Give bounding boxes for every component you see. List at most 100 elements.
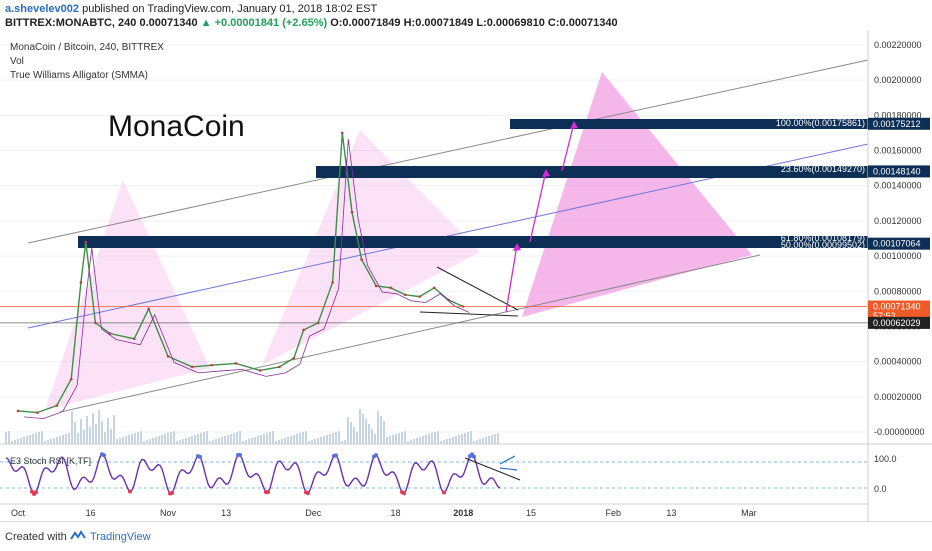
arrow-head <box>570 121 578 129</box>
volume-bar <box>296 434 298 444</box>
volume-bar <box>167 433 169 444</box>
volume-bar <box>152 438 154 444</box>
volume-bar <box>101 421 103 444</box>
volume-bar <box>431 433 433 444</box>
legend-line: True Williams Alligator (SMMA) <box>10 70 148 81</box>
y-tick-label: 0.00220000 <box>874 40 922 50</box>
volume-bar <box>479 439 481 444</box>
projection-arrows <box>505 121 578 313</box>
volume-bar <box>71 411 73 444</box>
volume-bar <box>404 431 406 444</box>
price-tag <box>868 316 930 329</box>
volume-bar <box>407 441 409 444</box>
price-tag <box>868 237 930 250</box>
watermark-text: MonaCoin <box>108 110 245 143</box>
price-tag-label: 0.00062029 <box>873 318 921 328</box>
ohlc-values: O:0.00071849 H:0.00071849 L:0.00069810 C… <box>330 17 618 29</box>
volume-bar <box>143 441 145 444</box>
volume-bar <box>266 433 268 444</box>
volume-bar <box>107 418 109 444</box>
fib-label: 61.80%(0.00108179) <box>781 233 865 243</box>
volume-bar <box>254 437 256 444</box>
volume-bar <box>305 431 307 444</box>
author-link[interactable]: a.shevelev002 <box>5 3 80 15</box>
volume-bar <box>476 440 478 444</box>
volume-bar <box>311 440 313 444</box>
volume-bar <box>329 434 331 444</box>
volume-bar <box>470 431 472 444</box>
volume-bar <box>494 434 496 444</box>
price-point <box>340 131 344 135</box>
volume-bar <box>221 437 223 444</box>
projection-arrow <box>561 122 575 172</box>
volume-bar <box>197 434 199 444</box>
volume-bar <box>245 440 247 444</box>
volume-bar <box>59 436 61 444</box>
volume-bar <box>368 424 370 444</box>
volume-bar <box>287 437 289 444</box>
stoch-high-dot <box>102 453 106 458</box>
price-point <box>350 210 354 214</box>
price-point <box>302 328 305 332</box>
volume-bar <box>227 435 229 444</box>
publish-text: published on TradingView.com, January 01… <box>82 3 378 15</box>
x-tick-label: 2018 <box>453 508 473 518</box>
volume-bar <box>383 421 385 444</box>
volume-bar <box>389 436 391 444</box>
x-tick-label: 13 <box>221 508 231 518</box>
channel-upper-line <box>27 59 869 244</box>
volume-bar <box>209 441 211 444</box>
volume-bar <box>65 434 67 444</box>
volume-bar <box>56 437 58 444</box>
price-point <box>432 286 436 290</box>
volume-bar <box>464 433 466 444</box>
volume-bar <box>173 431 175 444</box>
price-point <box>147 307 150 311</box>
volume-bar <box>239 431 241 444</box>
volume-bar <box>11 441 13 444</box>
price-point <box>403 293 407 297</box>
volume-bar <box>20 438 22 444</box>
price-point <box>278 365 281 369</box>
volume-bar <box>128 435 130 444</box>
price-tag <box>868 165 930 178</box>
y-tick-label: 0.00160000 <box>874 146 922 156</box>
price-tag <box>868 117 930 130</box>
price-point <box>166 355 170 358</box>
stoch-low-dot <box>128 489 132 494</box>
price-point <box>79 281 83 284</box>
volume-bar <box>92 413 94 444</box>
volume-bar <box>218 438 220 444</box>
price-point <box>210 363 213 367</box>
volume-bar <box>347 417 349 444</box>
channel-lower-line <box>59 254 761 413</box>
volume-bar <box>440 441 442 444</box>
stoch-k-line <box>5 453 501 496</box>
volume-bar <box>236 432 238 444</box>
price-axis: 0.00220000 0.00200000 0.00180000 0.00160000… <box>867 30 930 521</box>
volume-bar <box>362 414 364 444</box>
volume-bar <box>413 439 415 444</box>
volume-bar <box>380 416 382 444</box>
volume-bar <box>467 432 469 444</box>
price-point <box>389 286 392 290</box>
volume-bar <box>293 435 295 444</box>
created-with-label: Created with <box>5 531 67 543</box>
tradingview-brand[interactable]: TradingView <box>90 531 151 543</box>
x-tick-label: 15 <box>526 508 536 518</box>
volume-bar <box>482 438 484 444</box>
alligator-line <box>23 138 470 420</box>
volume-bar <box>419 437 421 444</box>
volume-bar <box>233 433 235 444</box>
volume-bar <box>308 441 310 444</box>
price-point <box>190 365 194 369</box>
volume-bar <box>113 415 115 444</box>
volume-bar <box>395 434 397 444</box>
volume-bar <box>341 441 343 444</box>
price-chart[interactable]: 100.00%(0.00175861) 23.60%(0.00149270) 61.… <box>0 30 932 521</box>
y-tick-label: 0.00140000 <box>874 181 922 191</box>
y-tick-label: 0.00040000 <box>874 357 922 367</box>
price-point <box>258 369 262 372</box>
volume-bar <box>416 438 418 444</box>
volume-bar <box>269 432 271 444</box>
